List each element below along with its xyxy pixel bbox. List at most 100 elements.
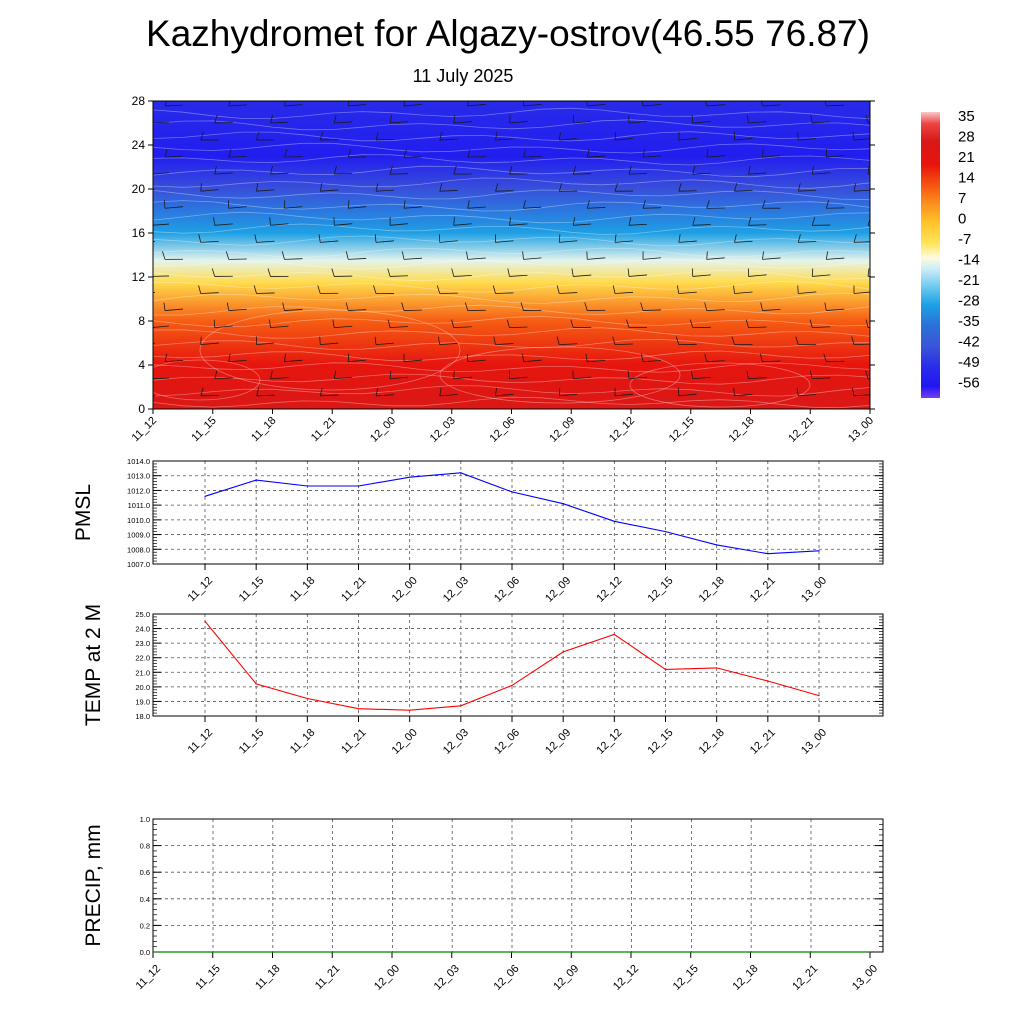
colorbar-label: -42	[958, 334, 980, 351]
wind-barb-shaft	[692, 172, 711, 175]
wind-barb-flag	[284, 353, 286, 362]
temp-2m-panel: 18.0 19.0 20.0 21.0 22.0 23.0 24.0 25.0 11_12 11_…	[82, 604, 884, 757]
wind-barb-shaft	[270, 223, 289, 226]
wind-barb-flag	[704, 302, 708, 311]
wind-barb-shaft	[853, 189, 870, 192]
heatmap-y-tick-label: 4	[138, 358, 145, 372]
wind-barb-shaft	[812, 326, 831, 328]
y-tick-label: 1014.0	[127, 457, 150, 466]
wind-barb-shaft	[573, 223, 592, 226]
wind-barb-shaft	[559, 292, 578, 294]
wind-barb-shaft	[812, 274, 831, 277]
wind-barb-shaft	[256, 189, 275, 192]
wind-barb-shaft	[614, 138, 634, 141]
data-point	[306, 485, 308, 487]
wind-barb-shaft	[748, 377, 767, 380]
wind-barb-flag	[269, 217, 271, 226]
wind-barb-flag	[318, 234, 321, 243]
wind-barb-flag	[373, 285, 377, 294]
wind-barb-flag	[509, 217, 512, 226]
data-point	[255, 479, 257, 481]
heatmap-x-tick-label: 13_00	[846, 415, 876, 445]
y-tick-label: 21.0	[135, 668, 150, 677]
wind-barb-shaft	[762, 360, 781, 363]
pmsl-panel: 1007.0 1008.0 1009.0 1010.0 1011.0 1012.0 1013…	[72, 457, 884, 605]
wind-barb-shaft	[467, 206, 486, 209]
wind-barb-flag	[760, 302, 763, 311]
wind-barb-shaft	[734, 393, 753, 397]
heatmap-x-tick-label: 11_12	[130, 415, 160, 445]
wind-barb-shaft	[628, 173, 648, 175]
wind-barb-shaft	[389, 223, 409, 226]
wind-barb-flag	[642, 200, 646, 209]
wind-barb-flag	[676, 285, 680, 294]
wind-barb-shaft	[509, 326, 528, 328]
wind-barb-flag	[284, 148, 288, 158]
wind-barb-shaft	[467, 257, 486, 260]
wind-barb-shaft	[734, 190, 753, 192]
isotherm-loop	[439, 346, 681, 404]
wind-barb-shaft	[453, 223, 472, 226]
plot-frame	[152, 460, 884, 565]
wind-barb-flag	[436, 285, 441, 294]
wind-barb-shaft	[587, 257, 606, 260]
colorbar-label: -49	[958, 354, 980, 371]
isotherm-line	[153, 258, 870, 270]
wind-barb-flag	[824, 101, 827, 107]
wind-barb-flag	[333, 370, 337, 379]
wind-barb-shaft	[587, 155, 606, 158]
wind-barb-flag	[797, 234, 801, 243]
wind-barb-flag	[467, 200, 470, 209]
wind-barb-flag	[881, 303, 882, 311]
wind-barb-flag	[345, 302, 349, 311]
heatmap-y-tick-label: 24	[132, 138, 146, 152]
wind-barb-shaft	[882, 309, 900, 310]
wind-barb-flag	[734, 183, 738, 192]
wind-barb-shaft	[200, 342, 219, 346]
wind-barb-shaft	[495, 393, 514, 397]
x-tick-label: 12_09	[551, 963, 581, 993]
wind-barb-flag	[522, 251, 524, 260]
wind-barb-flag	[882, 200, 884, 208]
colorbar-label: 28	[958, 129, 975, 146]
colorbar-label: -56	[958, 375, 980, 392]
heatmap-x-tick-label: 11_21	[309, 415, 339, 445]
wind-barb-flag	[733, 387, 735, 396]
colorbar-label: -21	[958, 272, 980, 289]
wind-barb-flag	[403, 101, 405, 106]
wind-barb-shaft	[826, 155, 845, 158]
wind-barb-shaft	[762, 155, 781, 158]
wind-barb-shaft	[853, 291, 870, 294]
wind-barb-flag	[823, 353, 827, 362]
wind-barb-flag	[270, 370, 273, 379]
wind-barb-shaft	[348, 359, 367, 363]
wind-barb-flag	[612, 285, 616, 294]
x-tick-label: 11_12	[186, 575, 216, 605]
heatmap-x-tick-label: 12_03	[428, 415, 458, 445]
wind-barb-shaft	[453, 275, 472, 277]
wind-barb-shaft	[798, 241, 817, 243]
wind-barb-flag	[317, 285, 321, 294]
data-point	[409, 709, 411, 711]
y-tick-label: 0.8	[140, 842, 150, 851]
plot-frame	[152, 818, 884, 953]
wind-barb-shaft	[762, 104, 781, 107]
wind-barb-flag	[387, 319, 391, 328]
isotherm-line	[153, 107, 870, 120]
wind-barb-shaft	[614, 343, 634, 346]
plot-frame	[152, 613, 884, 717]
wind-barb-flag	[149, 268, 151, 276]
y-tick-label: 1013.0	[127, 472, 150, 481]
wind-barb-flag	[331, 268, 335, 277]
isotherm-line	[153, 327, 870, 339]
wind-barb-shaft	[509, 121, 528, 124]
wind-barb-shaft	[867, 378, 870, 380]
wind-barb-flag	[389, 166, 393, 175]
wind-barb-shaft	[692, 121, 711, 124]
wind-barb-flag	[796, 387, 799, 396]
data-point	[460, 472, 462, 474]
y-tick-label: 0.6	[140, 868, 150, 877]
wind-barb-shaft	[523, 155, 542, 158]
isotherm-line	[153, 177, 870, 189]
